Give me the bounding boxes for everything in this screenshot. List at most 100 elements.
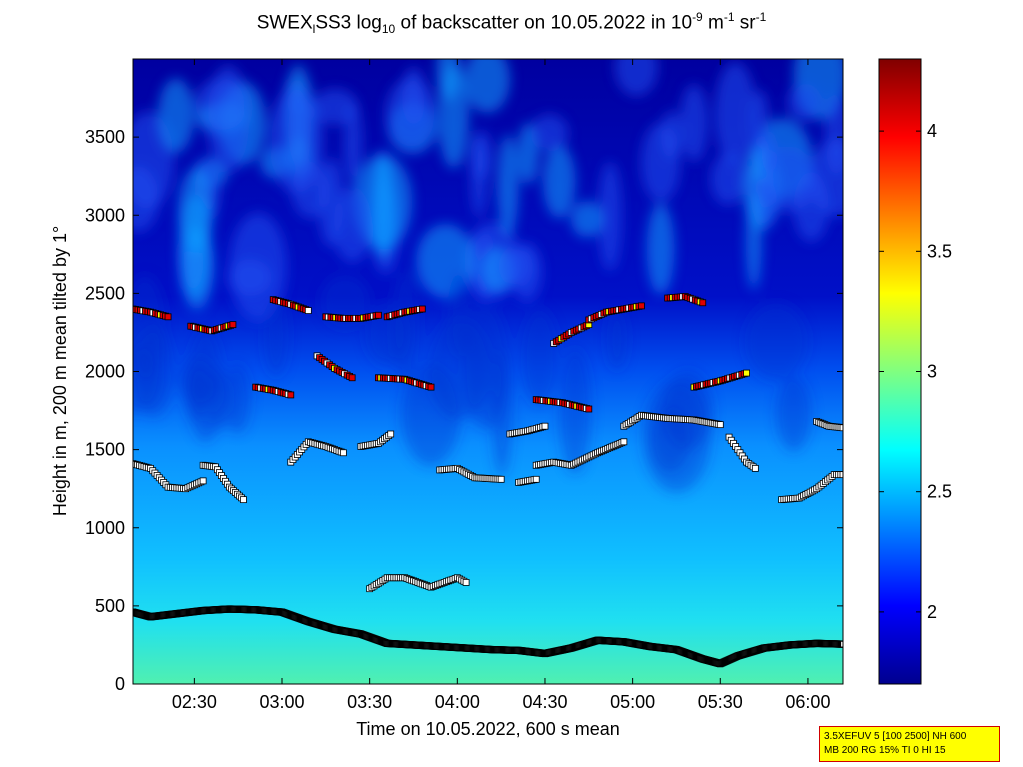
- plot-area: [133, 59, 843, 684]
- y-tick-label: 0: [115, 674, 125, 694]
- y-tick-label: 3500: [85, 127, 125, 147]
- upper-cloud-marker: [375, 311, 382, 319]
- y-tick-label: 3000: [85, 205, 125, 225]
- y-tick-label: 2500: [85, 283, 125, 303]
- upper-cloud-marker: [637, 302, 645, 310]
- heatmap-patch: [464, 59, 511, 113]
- heatmap-patch: [391, 270, 420, 382]
- upper-cloud-marker: [304, 307, 312, 314]
- colorbar-ticks: 2 2.5 3 3.5 4: [879, 121, 952, 622]
- heatmap-patch: [598, 161, 622, 271]
- upper-cloud-marker: [418, 305, 426, 313]
- upper-cloud-marker: [348, 374, 356, 382]
- x-tick-label: 02:30: [172, 692, 217, 712]
- colorbar-tick-label: 2.5: [927, 482, 952, 502]
- heatmap-patch: [641, 122, 681, 202]
- mixing-layer-markers: [133, 605, 843, 668]
- heatmap-patch: [268, 87, 324, 194]
- upper-cloud-marker: [699, 299, 707, 307]
- cloud-marker: [620, 438, 628, 446]
- cloud-marker: [532, 475, 540, 483]
- heatmap-patch: [343, 102, 363, 184]
- heatmap-patch: [679, 84, 709, 162]
- heatmap-patch: [438, 63, 469, 169]
- heatmap-patch: [207, 65, 250, 173]
- heatmap-patch: [646, 203, 675, 295]
- cloud-marker: [839, 471, 843, 479]
- heatmap-patch: [714, 61, 756, 166]
- info-box: 3.5XEFUV 5 [100 2500] NH 600 MB 200 RG 1…: [819, 726, 1000, 762]
- upper-cloud-marker: [585, 405, 593, 413]
- heatmap-patch: [263, 295, 289, 377]
- upper-cloud-marker: [427, 383, 435, 391]
- heatmap-patch: [614, 59, 658, 96]
- x-tick-label: 05:00: [610, 692, 655, 712]
- colorbar: [878, 58, 922, 685]
- cloud-marker: [387, 430, 395, 438]
- cloud-marker: [339, 449, 347, 457]
- cloud-marker: [497, 475, 505, 483]
- heatmap-patch: [447, 272, 473, 357]
- heatmap-patch: [521, 309, 559, 406]
- upper-cloud-marker: [164, 313, 172, 321]
- heatmap-patch: [570, 201, 603, 238]
- heatmap-patch: [824, 91, 843, 176]
- heatmap-texture: [133, 59, 843, 493]
- heatmap-patch: [332, 186, 372, 263]
- heatmap-patch: [744, 303, 808, 381]
- heatmap-patch: [642, 380, 711, 493]
- heatmap-patch: [228, 259, 272, 297]
- colorbar-tick-label: 3.5: [927, 241, 952, 261]
- y-tick-label: 1500: [85, 440, 125, 460]
- heatmap-patch: [606, 308, 628, 371]
- x-tick-label: 04:30: [522, 692, 567, 712]
- cloud-marker: [199, 477, 207, 485]
- x-tick-label: 06:00: [785, 692, 830, 712]
- mlh-marker: [839, 640, 843, 648]
- heatmap-patch: [776, 376, 812, 452]
- heatmap-patch: [157, 78, 195, 153]
- heatmap-patch: [401, 67, 426, 125]
- upper-cloud-marker: [229, 321, 237, 329]
- cloud-marker: [462, 579, 470, 586]
- heatmap-patch: [178, 355, 218, 404]
- heatmap-patch: [224, 363, 251, 433]
- y-tick-label: 2000: [85, 362, 125, 382]
- heatmap-patch: [787, 83, 822, 121]
- cloud-marker: [240, 496, 247, 504]
- colorbar-tick-label: 4: [927, 121, 937, 141]
- x-tick-label: 03:00: [259, 692, 304, 712]
- y-tick-label: 500: [95, 596, 125, 616]
- x-tick-label: 03:30: [347, 692, 392, 712]
- cloud-marker: [751, 464, 759, 472]
- info-line-1: 3.5XEFUV 5 [100 2500] NH 600: [824, 731, 967, 742]
- x-axis-label: Time on 10.05.2022, 600 s mean: [356, 719, 620, 739]
- colorbar-tick-label: 3: [927, 362, 937, 382]
- x-axis: 02:30 03:00 03:30 04:00 04:30 05:00 05:30 06:00: [172, 59, 830, 712]
- heatmap-patch: [401, 363, 461, 466]
- y-axis-label: Height in m, 200 m mean tilted by 1°: [50, 226, 70, 516]
- info-line-2: MB 200 RG 15% TI 0 HI 15: [824, 745, 946, 756]
- cloud-marker: [716, 421, 724, 429]
- heatmap-patch: [498, 244, 535, 288]
- heatmap-patch: [178, 169, 214, 253]
- upper-cloud-marker: [287, 391, 295, 399]
- upper-cloud-marker: [743, 369, 750, 377]
- heatmap-patch: [559, 348, 592, 474]
- cloud-base-markers: [133, 293, 843, 593]
- y-tick-label: 1000: [85, 518, 125, 538]
- cloud-marker: [839, 424, 843, 432]
- heatmap-patch: [133, 275, 166, 379]
- heatmap-patch: [470, 137, 487, 218]
- y-axis: 0 500 1000 1500 2000 2500 3000 3500: [85, 127, 843, 694]
- colorbar-tick-label: 2: [927, 602, 937, 622]
- chart-title: SWEXlSS3 log10 of backscatter on 10.05.2…: [256, 10, 767, 37]
- heatmap-patch: [530, 114, 569, 152]
- heatmap-patch: [542, 145, 576, 219]
- cloud-marker: [541, 422, 549, 430]
- heatmap-patch: [497, 134, 519, 237]
- heatmap-patch: [710, 153, 746, 205]
- heatmap-patch: [745, 192, 762, 290]
- heatmap-patch: [491, 348, 513, 477]
